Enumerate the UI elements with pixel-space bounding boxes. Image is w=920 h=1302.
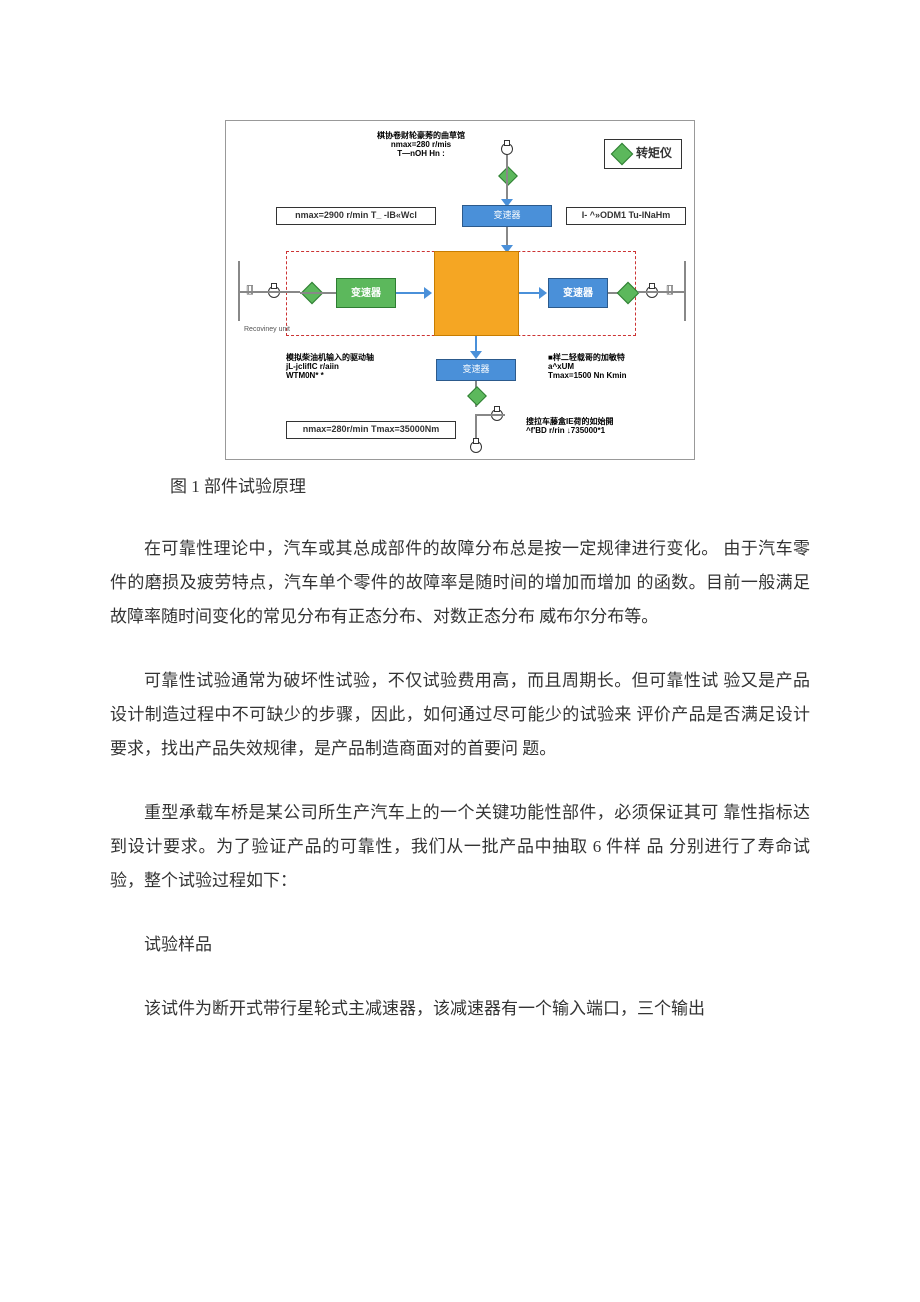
page: 转矩仪 棋协卷财轮豪莠的曲草馆 nmax=280 r/mis T—nOH Hn … <box>0 0 920 1086</box>
connector-line <box>506 155 508 203</box>
connector-line <box>238 261 240 321</box>
diagram-bottom-right-label: 搜拉车藤盒IE荷的如始開 ^f'BD r/rin ↓735000*1 <box>526 417 686 435</box>
connector-line <box>519 292 541 294</box>
figure-caption: 图 1 部件试验原理 <box>170 470 810 504</box>
paragraph-4: 试验样品 <box>110 928 810 962</box>
connector-line <box>240 291 300 293</box>
connector-line <box>684 261 686 321</box>
torque-diamond-icon <box>498 166 518 186</box>
recovery-label: Recoviney unit <box>244 323 290 337</box>
sensor-icon <box>501 143 513 155</box>
diagram-top-label: 棋协卷财轮豪莠的曲草馆 nmax=280 r/mis T—nOH Hn : <box>346 131 496 159</box>
paragraph-3: 重型承载车桥是某公司所生产汽车上的一个关键功能性部件，必须保证其可 靠性指标达到… <box>110 796 810 898</box>
connector-line <box>638 291 686 293</box>
diagram-text: T—nOH Hn : <box>346 149 496 158</box>
legend-diamond-icon <box>611 143 634 166</box>
right-spec-box: I- ^»ODM1 Tu-INaHm <box>566 207 686 225</box>
legend-label: 转矩仪 <box>636 147 672 160</box>
left-spec-box: nmax=2900 r/min T_ -IB«Wcl <box>276 207 436 225</box>
diagram-text: a^xUM <box>548 362 574 371</box>
center-block <box>434 251 519 336</box>
arrow-icon <box>539 287 547 299</box>
paragraph-1: 在可靠性理论中，汽车或其总成部件的故障分布总是按一定规律进行变化。 由于汽车零件… <box>110 532 810 634</box>
torque-diamond-icon <box>467 386 487 406</box>
legend-box: 转矩仪 <box>604 139 682 169</box>
left-converter-box: 变速器 <box>336 278 396 308</box>
diagram-figure: 转矩仪 棋协卷财轮豪莠的曲草馆 nmax=280 r/mis T—nOH Hn … <box>225 120 695 460</box>
diagram-text: 棋协卷财轮豪莠的曲草馆 <box>346 131 496 140</box>
diagram-text: 搜拉车藤盒IE荷的如始開 <box>526 417 686 426</box>
arrow-icon <box>424 287 432 299</box>
bottom-left-spec-box: nmax=280r/min Tmax=35000Nm <box>286 421 456 439</box>
diagram-text: nmax=280 r/mis <box>346 140 496 149</box>
diagram-text: jL-jcliflC r/aiin <box>286 362 416 371</box>
arrow-icon <box>470 351 482 359</box>
sensor-icon <box>470 441 482 453</box>
diagram-text: ^f'BD r/rin ↓735000*1 <box>526 426 686 435</box>
diagram-text: WTM0N* * <box>286 371 416 380</box>
paragraph-2: 可靠性试验通常为破坏性试验，不仅试验费用高，而且周期长。但可靠性试 验又是产品设… <box>110 664 810 766</box>
connector-line <box>475 414 505 416</box>
diagram-bl-label: 模拟柴油机输入的驱动轴 jL-jcliflC r/aiin WTM0N* * <box>286 353 416 381</box>
top-converter-box: 变速器 <box>462 205 552 227</box>
right-converter-box: 变速器 <box>548 278 608 308</box>
diagram-text: 模拟柴油机输入的驱动轴 <box>286 353 416 362</box>
bottom-converter-box: 变速器 <box>436 359 516 381</box>
diagram-text: Kmin <box>607 371 627 380</box>
connector-line <box>396 292 426 294</box>
connector-line <box>300 292 336 294</box>
diagram-text: ■样二轻载哥的加敏特 <box>548 353 688 362</box>
figure-container: 转矩仪 棋协卷财轮豪莠的曲草馆 nmax=280 r/mis T—nOH Hn … <box>225 120 695 460</box>
diagram-text: Tmax=1500 Nn <box>548 371 604 380</box>
diagram-br-label: ■样二轻载哥的加敏特 a^xUM Tmax=1500 Nn Kmin <box>548 353 688 381</box>
paragraph-5: 该试件为断开式带行星轮式主减速器，该减速器有一个输入端口，三个输出 <box>110 992 810 1026</box>
